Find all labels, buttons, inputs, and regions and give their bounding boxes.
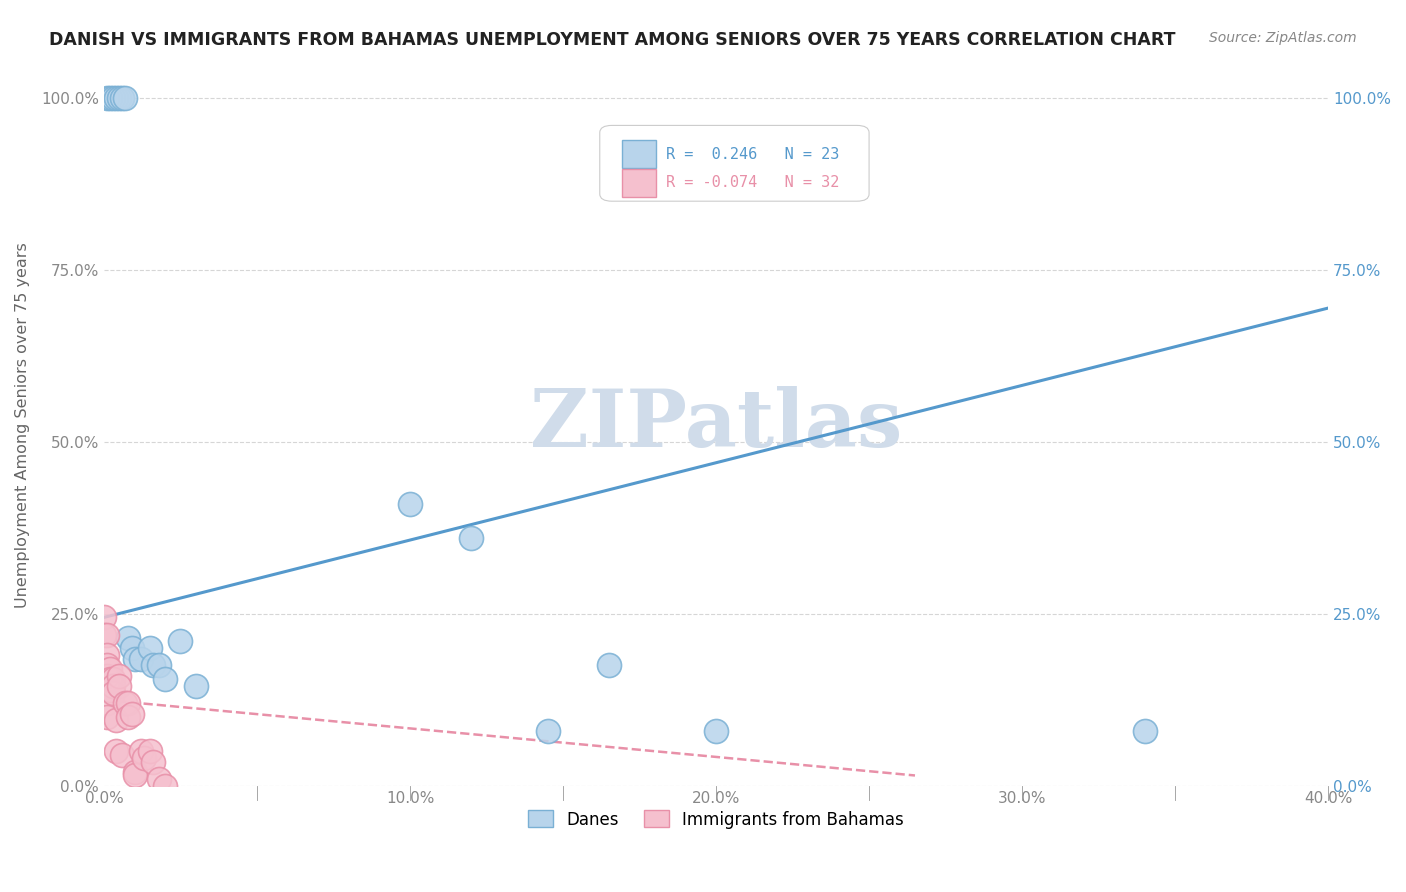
Point [139,641,162,656]
Point [598,658,620,673]
Point [111,747,134,762]
Point [101,686,124,700]
Text: Source: ZipAtlas.com: Source: ZipAtlas.com [1209,31,1357,45]
Legend: Danes, Immigrants from Bahamas: Danes, Immigrants from Bahamas [522,804,911,835]
Point [117,710,139,724]
Point [537,723,560,738]
Point [93,610,115,624]
Point [399,497,422,511]
Point [704,723,727,738]
Point [96,648,118,663]
Point [96,91,118,105]
Point [139,744,162,758]
Point [148,658,170,673]
FancyBboxPatch shape [600,126,869,202]
Point [153,672,176,686]
Point [117,631,139,645]
Point [105,714,128,728]
Point [148,772,170,786]
Point [96,669,118,683]
Point [111,91,134,105]
Point [96,658,118,673]
Point [96,679,118,693]
Point [105,91,128,105]
Point [129,651,152,665]
Point [132,751,155,765]
Point [129,744,152,758]
Point [124,768,146,782]
Point [121,641,143,656]
Point [114,91,136,105]
Point [108,91,131,105]
Point [98,682,121,697]
Point [124,651,146,665]
Point [1133,723,1156,738]
Point [460,532,482,546]
Point [98,672,121,686]
Point [184,679,207,693]
Point [124,765,146,780]
Point [169,634,191,648]
Text: ZIPatlas: ZIPatlas [530,386,903,464]
Point [96,696,118,710]
Text: DANISH VS IMMIGRANTS FROM BAHAMAS UNEMPLOYMENT AMONG SENIORS OVER 75 YEARS CORRE: DANISH VS IMMIGRANTS FROM BAHAMAS UNEMPL… [49,31,1175,49]
Point [142,658,165,673]
Point [105,744,128,758]
Point [101,91,124,105]
FancyBboxPatch shape [621,140,657,168]
Point [108,679,131,693]
Point [142,755,165,769]
Point [108,669,131,683]
Point [101,679,124,693]
FancyBboxPatch shape [621,169,657,196]
Point [121,706,143,721]
Point [117,696,139,710]
Point [93,627,115,641]
Text: R =  0.246   N = 23: R = 0.246 N = 23 [666,146,839,161]
Point [96,710,118,724]
Point [98,662,121,676]
Point [153,779,176,793]
Point [101,672,124,686]
Text: R = -0.074   N = 32: R = -0.074 N = 32 [666,176,839,190]
Point [96,627,118,641]
Y-axis label: Unemployment Among Seniors over 75 years: Unemployment Among Seniors over 75 years [15,242,30,607]
Point [98,91,121,105]
Point [114,696,136,710]
